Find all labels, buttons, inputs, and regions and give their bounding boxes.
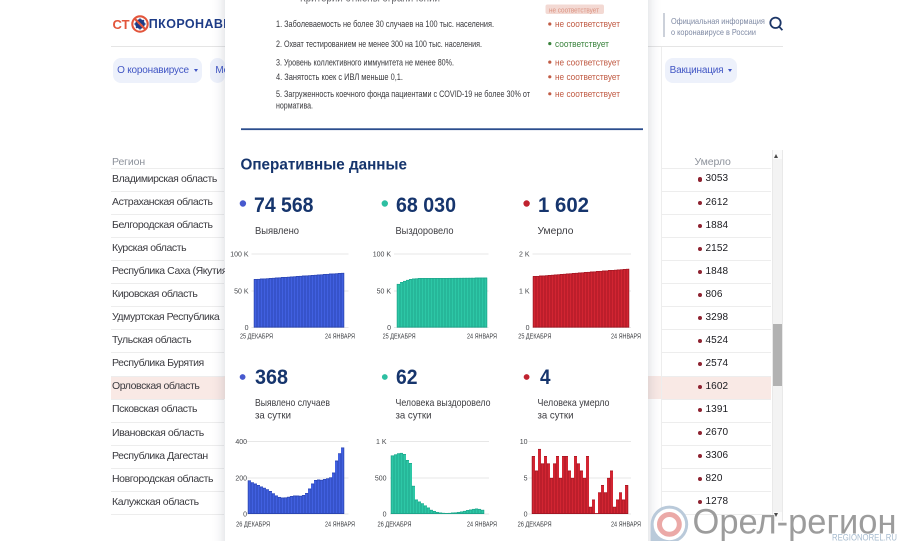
svg-text:74 568: 74 568 [254, 194, 314, 217]
svg-text:за сутки: за сутки [396, 409, 432, 421]
svg-text:2 K: 2 K [519, 252, 530, 259]
svg-text:24 ЯНВАРЯ: 24 ЯНВАРЯ [467, 522, 497, 529]
svg-text:500: 500 [375, 475, 387, 482]
svg-text:за сутки: за сутки [255, 409, 291, 421]
svg-text:4: 4 [540, 366, 551, 389]
svg-text:Выявлено: Выявлено [255, 225, 299, 237]
svg-text:5: 5 [524, 475, 528, 482]
svg-text:200: 200 [235, 475, 247, 482]
svg-text:10: 10 [520, 439, 528, 446]
svg-text:26 ДЕКАБРЯ: 26 ДЕКАБРЯ [518, 522, 552, 529]
svg-text:не соответствует: не соответствует [555, 19, 621, 30]
svg-text:норматива.: норматива. [276, 100, 313, 111]
svg-text:3. Уровень коллективного иммун: 3. Уровень коллективного иммунитета не м… [276, 57, 454, 68]
svg-text:68 030: 68 030 [396, 194, 456, 217]
svg-text:26 ДЕКАБРЯ: 26 ДЕКАБРЯ [236, 522, 270, 529]
svg-text:24 ЯНВАРЯ: 24 ЯНВАРЯ [325, 334, 355, 341]
svg-text:24 ЯНВАРЯ: 24 ЯНВАРЯ [467, 334, 497, 341]
svg-text:50 K: 50 K [234, 288, 249, 295]
svg-text:62: 62 [396, 366, 418, 389]
svg-text:не соответствует: не соответствует [555, 72, 621, 83]
svg-text:50 K: 50 K [377, 288, 392, 295]
svg-text:0: 0 [524, 512, 528, 519]
svg-text:25 ДЕКАБРЯ: 25 ДЕКАБРЯ [518, 334, 551, 341]
svg-text:5. Загруженность коечного фонд: 5. Загруженность коечного фонда пациента… [276, 89, 530, 100]
svg-text:1 K: 1 K [519, 288, 530, 295]
svg-text:25 ДЕКАБРЯ: 25 ДЕКАБРЯ [240, 334, 273, 341]
svg-text:Выздоровело: Выздоровело [396, 225, 454, 237]
svg-text:REGIONOREL.RU: REGIONOREL.RU [832, 533, 897, 541]
svg-text:0: 0 [387, 325, 391, 332]
svg-text:0: 0 [245, 325, 249, 332]
svg-text:24 ЯНВАРЯ: 24 ЯНВАРЯ [611, 334, 641, 341]
svg-text:4. Занятость коек с ИВЛ меньше: 4. Занятость коек с ИВЛ меньше 0,1. [276, 72, 403, 83]
svg-text:400: 400 [235, 439, 247, 446]
svg-text:25 ДЕКАБРЯ: 25 ДЕКАБРЯ [383, 334, 416, 341]
svg-text:Человека выздоровело: Человека выздоровело [396, 397, 491, 409]
svg-text:Оперативные данные: Оперативные данные [241, 157, 408, 174]
svg-text:соответствует: соответствует [555, 39, 610, 50]
svg-text:за сутки: за сутки [538, 409, 574, 421]
svg-text:0: 0 [243, 512, 247, 519]
svg-text:100 K: 100 K [230, 252, 249, 259]
svg-text:100 K: 100 K [373, 252, 392, 259]
svg-text:24 ЯНВАРЯ: 24 ЯНВАРЯ [325, 522, 355, 529]
svg-text:368: 368 [255, 366, 288, 389]
svg-text:0: 0 [383, 512, 387, 519]
svg-text:26 ДЕКАБРЯ: 26 ДЕКАБРЯ [378, 522, 412, 529]
svg-text:1 602: 1 602 [538, 194, 589, 217]
svg-text:не соответствует: не соответствует [555, 57, 621, 68]
svg-text:не соответствует: не соответствует [549, 8, 600, 15]
svg-text:24 ЯНВАРЯ: 24 ЯНВАРЯ [611, 522, 641, 529]
svg-text:0: 0 [526, 325, 530, 332]
svg-text:2. Охват тестированием не мене: 2. Охват тестированием не менее 300 на 1… [276, 39, 482, 50]
svg-text:Выявлено случаев: Выявлено случаев [255, 397, 330, 409]
svg-text:Умерло: Умерло [538, 225, 574, 237]
svg-text:1 K: 1 K [376, 439, 387, 446]
svg-text:1. Заболеваемость не более 30: 1. Заболеваемость не более 30 случаев на… [276, 19, 494, 30]
svg-text:не соответствует: не соответствует [555, 89, 621, 100]
svg-text:Человека умерло: Человека умерло [538, 397, 610, 409]
svg-text:Критерии отмены ограничений: Критерии отмены ограничений [300, 0, 440, 4]
svg-text:Орел-регион: Орел-регион [693, 503, 897, 541]
